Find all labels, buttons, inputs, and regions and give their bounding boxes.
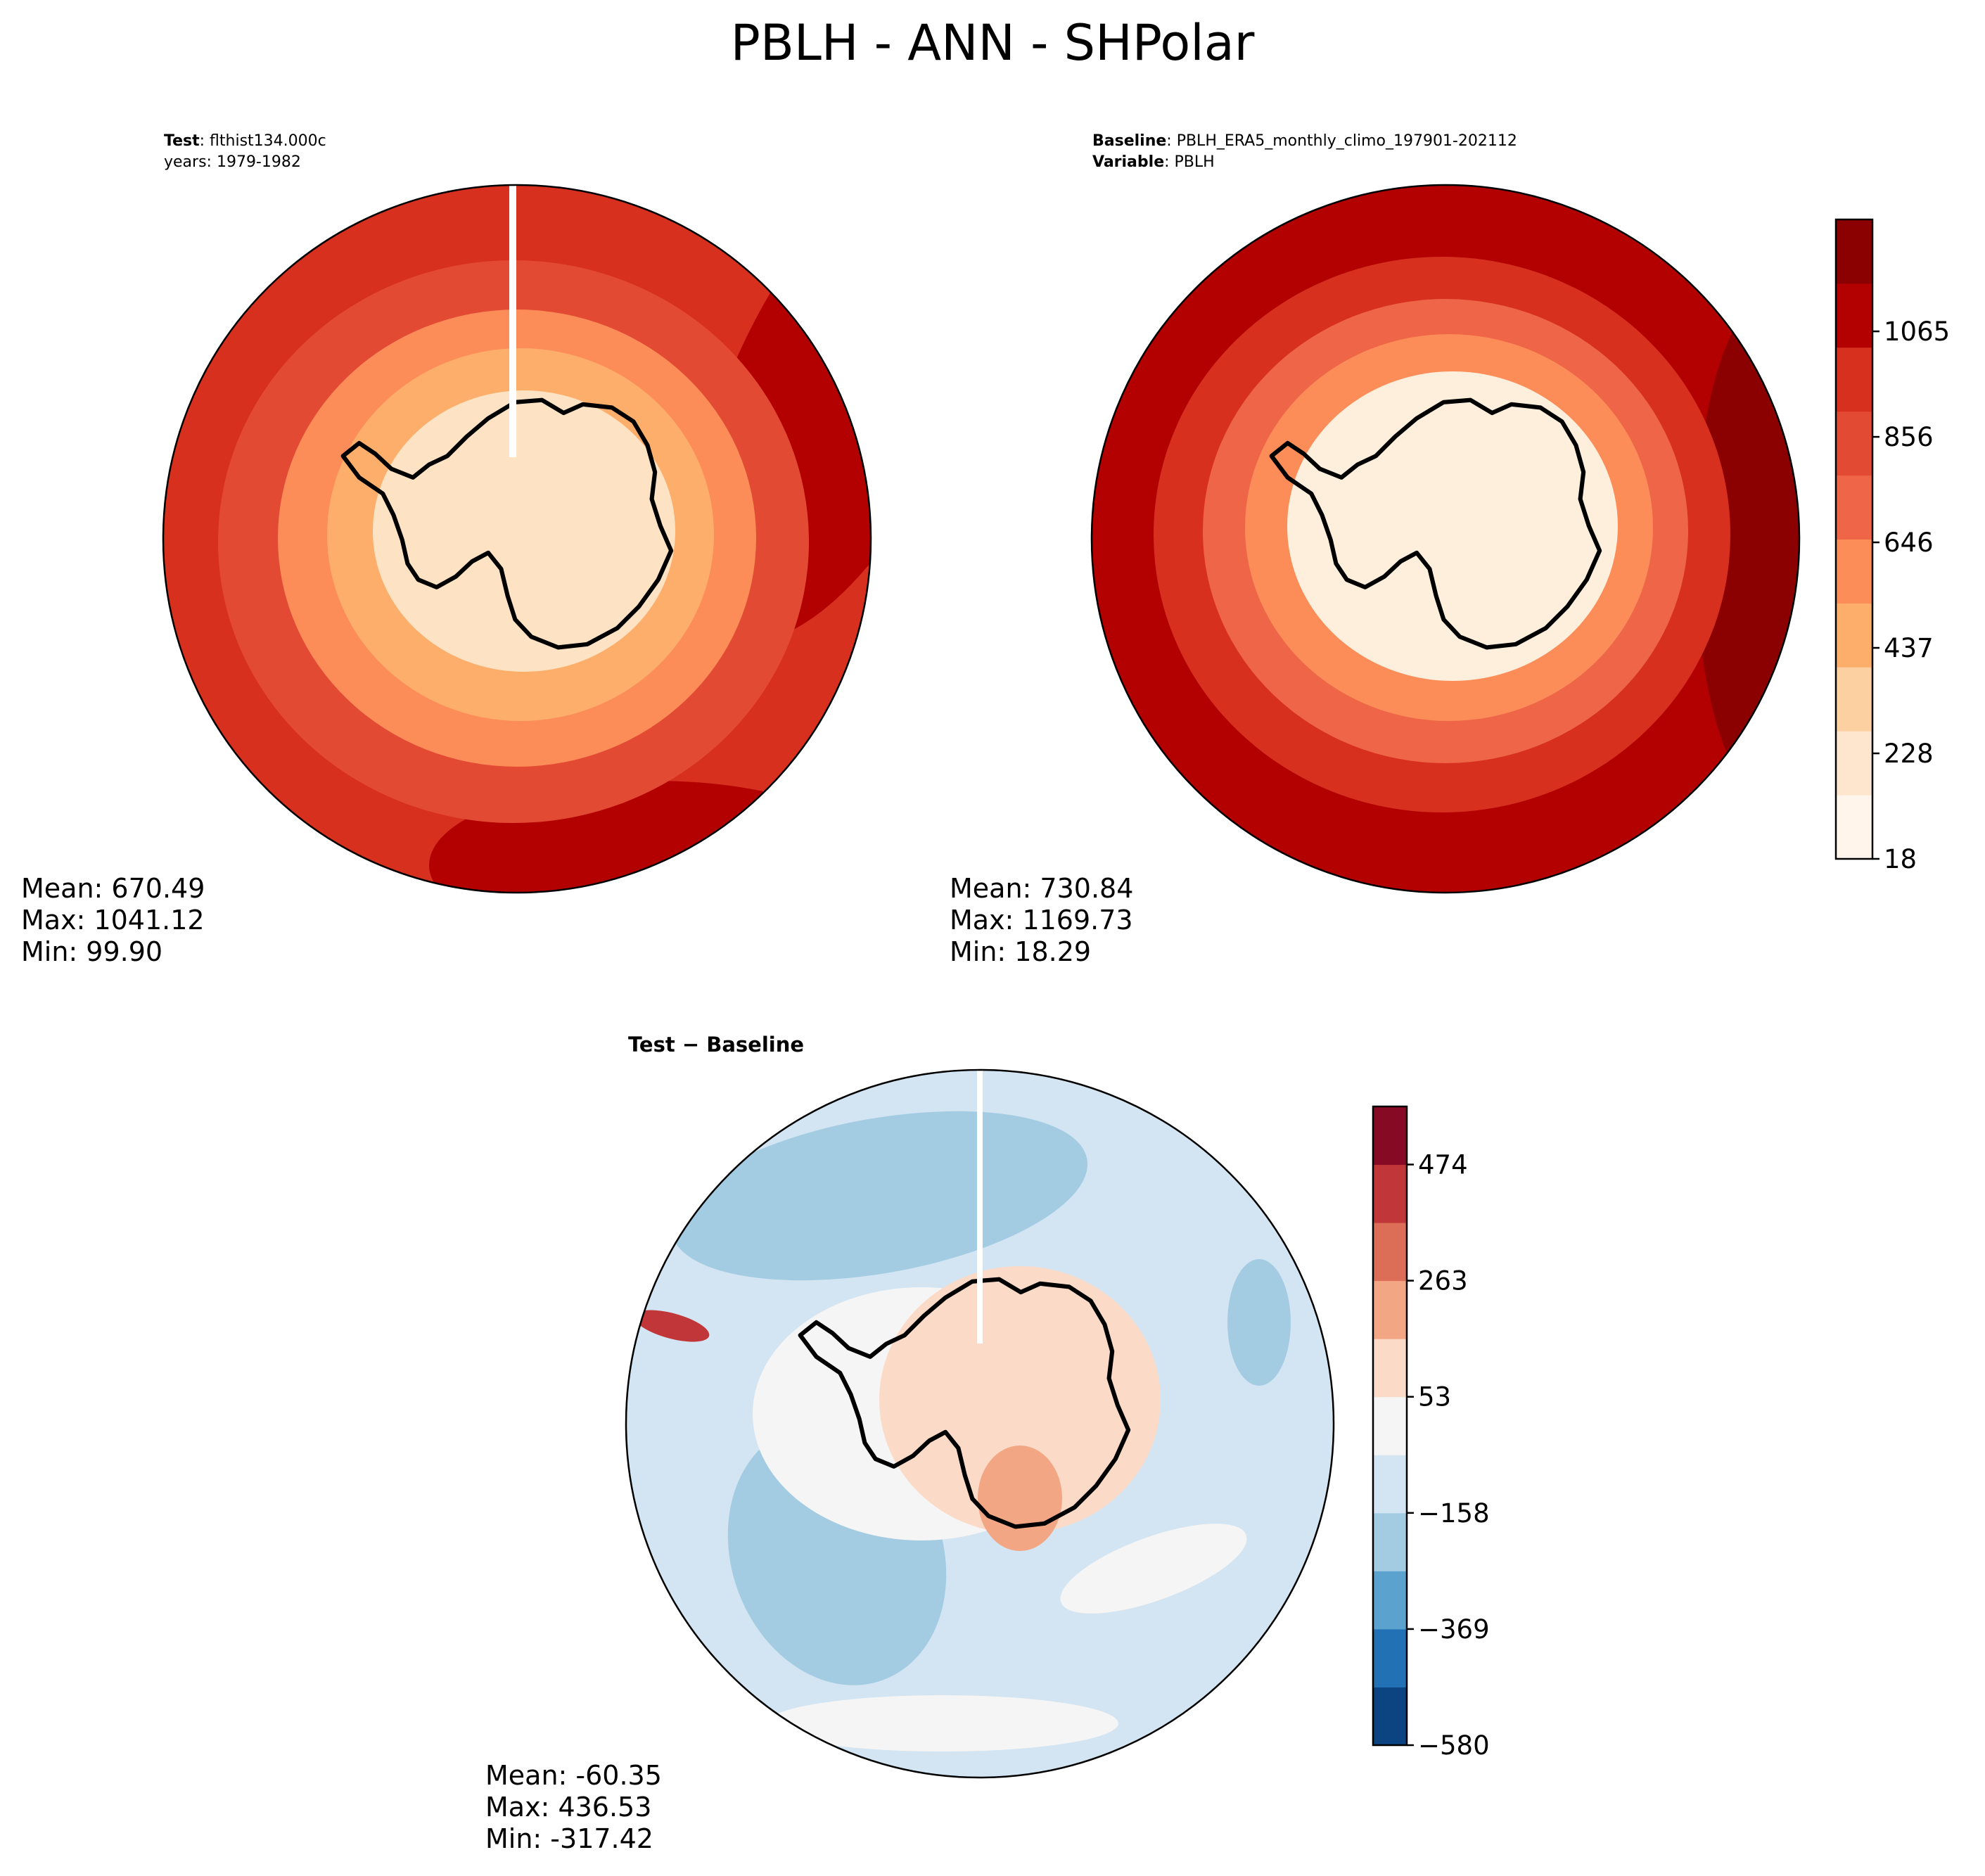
colorbar-diff-bin — [1373, 1512, 1407, 1571]
colorbar-diff-tick-label: 474 — [1418, 1150, 1468, 1180]
baseline-header-line2: Variable: PBLH — [1092, 153, 1215, 171]
colorbar-main-bin — [1836, 283, 1872, 348]
colorbar-main-tick-label: 437 — [1884, 633, 1934, 663]
test-map — [163, 185, 871, 893]
diff-max: Max: 436.53 — [485, 1792, 651, 1823]
colorbar-diff-bin — [1373, 1628, 1407, 1687]
colorbar-diff-bin — [1373, 1571, 1407, 1630]
test-panel: Test: flthist134.000c years: 1979-1982 M… — [21, 132, 872, 967]
baseline-max: Max: 1169.73 — [950, 905, 1133, 936]
colorbar-main-bin — [1836, 731, 1872, 796]
colorbar-diff-bin — [1373, 1223, 1407, 1282]
diff-panel: Test − Baseline Mean: -60.35 Max: 436.53… — [485, 1033, 1490, 1854]
colorbar-main-bin — [1836, 347, 1872, 412]
colorbar-diff-bin — [1373, 1687, 1407, 1746]
colorbar-diff-tick-label: −580 — [1418, 1730, 1490, 1761]
test-header-line2: years: 1979-1982 — [164, 153, 301, 171]
colorbar-diff-bin — [1373, 1455, 1407, 1514]
colorbar-diff-tick-label: 263 — [1418, 1266, 1468, 1296]
colorbar-diff-tick-label: −158 — [1418, 1498, 1490, 1529]
colorbar-main-bin — [1836, 603, 1872, 668]
colorbar-main-tick-label: 18 — [1884, 844, 1917, 874]
diff-mean: Mean: -60.35 — [485, 1760, 662, 1791]
baseline-map — [1092, 185, 1799, 893]
baseline-min: Min: 18.29 — [950, 936, 1091, 967]
colorbar-diff-tick-label: −369 — [1418, 1614, 1490, 1645]
colorbar-main-tick-label: 1065 — [1884, 317, 1950, 347]
colorbar-main-bin — [1836, 795, 1872, 860]
baseline-mean: Mean: 730.84 — [950, 873, 1133, 904]
colorbar-diff-frame — [1372, 1105, 1408, 1747]
colorbar-main-bin — [1836, 219, 1872, 284]
colorbar-diff-bin — [1373, 1339, 1407, 1398]
diff-title: Test − Baseline — [628, 1033, 804, 1057]
colorbar-main-bin — [1836, 475, 1872, 540]
figure-title: PBLH - ANN - SHPolar — [731, 14, 1255, 72]
diff-min: Min: -317.42 — [485, 1823, 653, 1854]
colorbar-main-tick-label: 646 — [1884, 528, 1934, 558]
colorbar-diff-bin — [1373, 1280, 1407, 1339]
baseline-panel: Baseline: PBLH_ERA5_monthly_climo_197901… — [950, 132, 1950, 967]
baseline-header-line1: Baseline: PBLH_ERA5_monthly_climo_197901… — [1092, 132, 1517, 150]
colorbar-diff-tick-label: 53 — [1418, 1382, 1451, 1412]
diff-map — [626, 1070, 1334, 1778]
test-min: Min: 99.90 — [21, 936, 162, 967]
colorbar-main-tick-label: 856 — [1884, 422, 1934, 452]
colorbar-main-bin — [1836, 411, 1872, 476]
test-mean: Mean: 670.49 — [21, 873, 205, 904]
colorbar-main-bin — [1836, 667, 1872, 732]
test-max: Max: 1041.12 — [21, 905, 205, 936]
colorbar-diff: −580 −369 −158 53 263 474 — [1372, 1105, 1490, 1761]
colorbar-diff-bin — [1373, 1396, 1407, 1455]
colorbar-main-tick-label: 228 — [1884, 739, 1934, 769]
test-header-line1: Test: flthist134.000c — [164, 132, 326, 150]
colorbar-diff-bin — [1373, 1164, 1407, 1223]
colorbar-main: 18 228 437 646 856 1065 — [1834, 218, 1950, 874]
colorbar-diff-bin — [1373, 1106, 1407, 1166]
colorbar-main-frame — [1834, 218, 1874, 860]
colorbar-main-bin — [1836, 539, 1872, 604]
